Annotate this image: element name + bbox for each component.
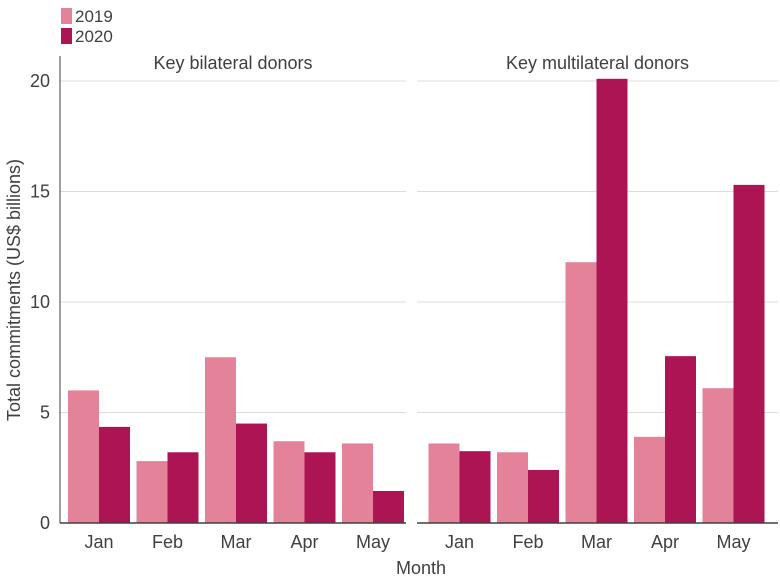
bar-2020-may	[733, 184, 765, 523]
bar-2019-mar	[205, 357, 236, 523]
bar-2020-apr	[304, 452, 336, 523]
legend-label: 2019	[75, 7, 113, 26]
bar-2019-apr	[273, 441, 305, 523]
y-tick-label: 10	[30, 292, 50, 312]
legend-swatch-2019	[61, 8, 72, 24]
x-tick-label: Jan	[84, 532, 113, 552]
x-tick-label: Feb	[512, 532, 543, 552]
y-axis-title: Total commitments (US$ billions)	[4, 159, 24, 421]
x-axis-title: Month	[396, 558, 446, 578]
panel-title: Key multilateral donors	[506, 53, 689, 73]
legend-label: 2020	[75, 27, 113, 46]
y-tick-label: 15	[30, 182, 50, 202]
bars	[68, 78, 765, 523]
chart-text: 0 5 10 15 20 Key bilateral donors Jan Feb Mar Apr…	[4, 53, 751, 578]
bar-2020-may	[373, 490, 404, 523]
x-tick-label: Apr	[290, 532, 318, 552]
bar-2019-may	[342, 443, 373, 523]
panel-title: Key bilateral donors	[153, 53, 312, 73]
x-tick-label: Jan	[445, 532, 474, 552]
legend-swatch-2020	[61, 28, 72, 44]
x-tick-label: Mar	[221, 532, 252, 552]
bar-2020-feb	[528, 469, 559, 523]
bar-2019-jan	[428, 443, 460, 523]
bar-2020-jan	[99, 426, 130, 523]
bar-2019-apr	[634, 436, 665, 523]
y-tick-label: 0	[40, 513, 50, 533]
x-tick-label: Mar	[581, 532, 612, 552]
bar-2020-jan	[459, 451, 491, 523]
y-tick-label: 5	[40, 403, 50, 423]
x-tick-label: May	[356, 532, 390, 552]
bar-2020-mar	[236, 423, 267, 523]
bar-2020-feb	[167, 452, 199, 523]
bar-2019-may	[702, 388, 734, 523]
bar-2020-mar	[596, 78, 628, 523]
y-tick-label: 20	[30, 71, 50, 91]
bar-2020-apr	[665, 356, 696, 523]
bar-2019-mar	[565, 262, 597, 523]
x-tick-label: May	[716, 532, 750, 552]
x-tick-label: Apr	[651, 532, 679, 552]
bar-2019-feb	[136, 461, 168, 523]
axes	[59, 56, 778, 524]
bar-2019-jan	[68, 390, 99, 523]
bar-2019-feb	[497, 452, 528, 523]
x-tick-label: Feb	[152, 532, 183, 552]
